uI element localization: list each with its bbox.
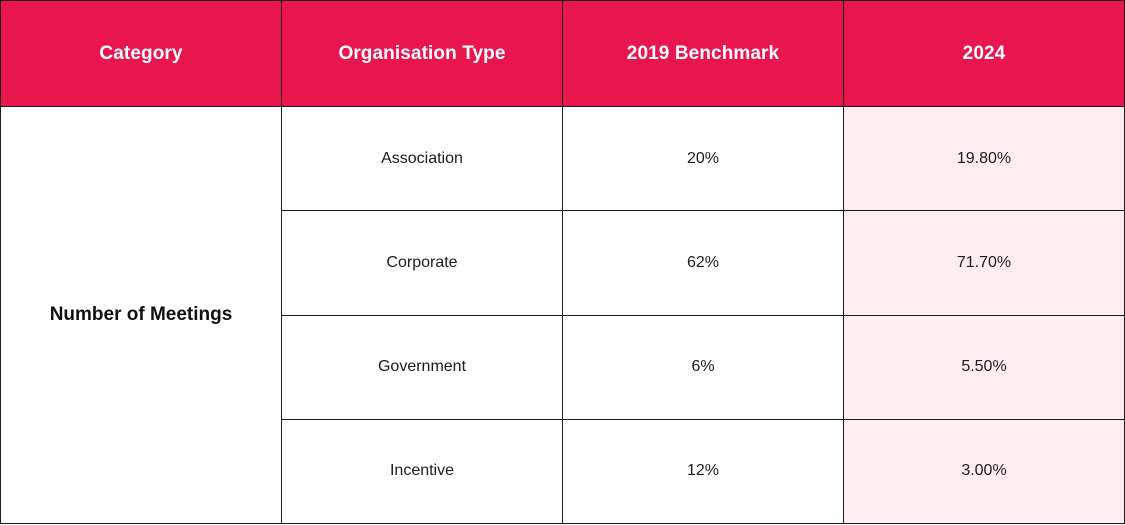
table-row: Government 6% 5.50% (1, 314, 1125, 420)
header-organisation-type: Organisation Type (281, 0, 563, 107)
organisation-type-cell: Incentive (281, 418, 563, 525)
benchmark-2019-cell: 12% (562, 418, 844, 525)
table-header-row: Category Organisation Type 2019 Benchmar… (0, 0, 1125, 107)
value-2024-cell: 5.50% (843, 314, 1125, 420)
table-row: Corporate 62% 71.70% (1, 210, 1125, 316)
organisation-type-cell: Corporate (281, 210, 563, 316)
value-2024-cell: 3.00% (843, 418, 1125, 525)
value-2024-cell: 71.70% (843, 210, 1125, 316)
table-row: Number of Meetings Association 20% 19.80… (0, 105, 1125, 524)
value-2024-cell: 19.80% (843, 105, 1125, 212)
header-2019-benchmark: 2019 Benchmark (562, 0, 844, 107)
header-2024: 2024 (843, 0, 1125, 107)
table-row: Incentive 12% 3.00% (1, 418, 1125, 525)
benchmark-2019-cell: 20% (562, 105, 844, 212)
benchmark-2019-cell: 62% (562, 210, 844, 316)
header-category: Category (0, 0, 282, 107)
organisation-type-cell: Government (281, 314, 563, 420)
benchmark-2019-cell: 6% (562, 314, 844, 420)
category-cell: Number of Meetings (0, 106, 282, 524)
organisation-type-cell: Association (281, 105, 563, 212)
